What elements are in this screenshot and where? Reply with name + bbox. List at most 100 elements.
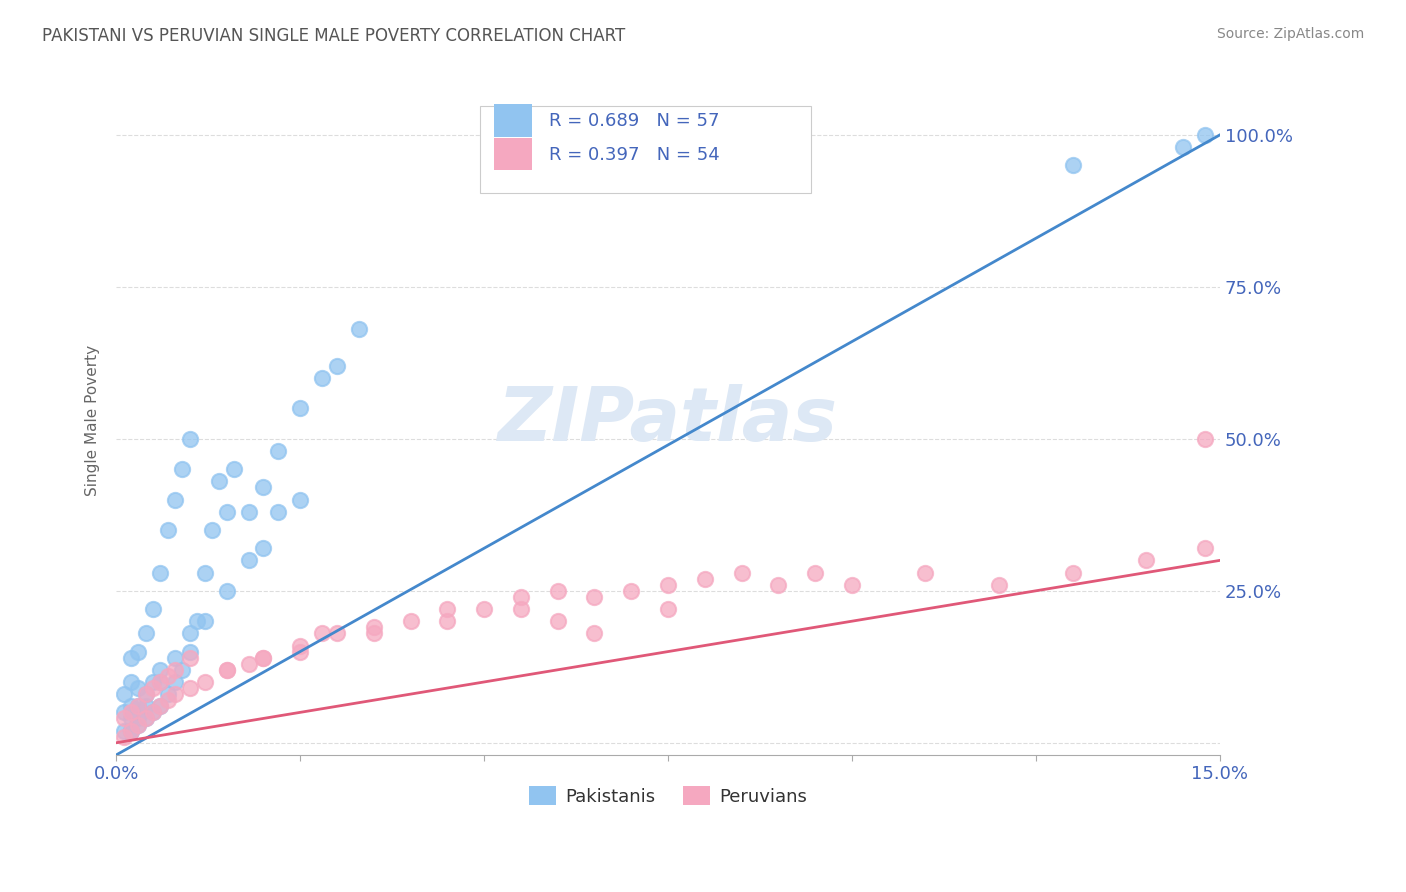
- Point: [127, 699, 149, 714]
- Point: [620, 583, 643, 598]
- Point: [363, 620, 385, 634]
- Point: [149, 675, 172, 690]
- Point: [142, 602, 165, 616]
- Point: [657, 602, 679, 616]
- Point: [120, 723, 142, 738]
- Point: [436, 614, 458, 628]
- Point: [120, 706, 142, 720]
- Point: [311, 371, 333, 385]
- Point: [127, 717, 149, 731]
- Point: [252, 481, 274, 495]
- Point: [252, 541, 274, 556]
- Point: [135, 699, 157, 714]
- Point: [135, 711, 157, 725]
- Point: [1135, 553, 1157, 567]
- Point: [311, 626, 333, 640]
- Legend: Pakistanis, Peruvians: Pakistanis, Peruvians: [522, 779, 814, 813]
- Point: [1194, 128, 1216, 142]
- Point: [547, 583, 569, 598]
- Point: [238, 505, 260, 519]
- Point: [179, 626, 201, 640]
- Point: [165, 687, 187, 701]
- Point: [112, 723, 135, 738]
- Point: [804, 566, 827, 580]
- Point: [988, 578, 1011, 592]
- Point: [156, 669, 179, 683]
- Point: [238, 553, 260, 567]
- Point: [186, 614, 208, 628]
- Point: [347, 322, 370, 336]
- Point: [193, 566, 215, 580]
- Point: [326, 626, 349, 640]
- Point: [142, 706, 165, 720]
- Point: [149, 675, 172, 690]
- Point: [179, 644, 201, 658]
- Text: R = 0.397   N = 54: R = 0.397 N = 54: [548, 145, 720, 163]
- Point: [730, 566, 752, 580]
- Point: [120, 723, 142, 738]
- Point: [156, 523, 179, 537]
- Point: [326, 359, 349, 373]
- Text: Source: ZipAtlas.com: Source: ZipAtlas.com: [1216, 27, 1364, 41]
- Point: [112, 711, 135, 725]
- Point: [201, 523, 224, 537]
- Point: [127, 699, 149, 714]
- Point: [127, 644, 149, 658]
- Point: [127, 681, 149, 695]
- Point: [1062, 158, 1084, 172]
- Point: [127, 717, 149, 731]
- Point: [768, 578, 790, 592]
- Point: [288, 639, 311, 653]
- Point: [215, 583, 238, 598]
- Point: [583, 590, 606, 604]
- Point: [267, 444, 290, 458]
- FancyBboxPatch shape: [481, 106, 811, 194]
- Point: [238, 657, 260, 671]
- Y-axis label: Single Male Poverty: Single Male Poverty: [86, 345, 100, 496]
- Point: [179, 432, 201, 446]
- Point: [120, 723, 142, 738]
- Point: [179, 681, 201, 695]
- Point: [509, 590, 531, 604]
- Point: [156, 693, 179, 707]
- Point: [193, 675, 215, 690]
- Point: [165, 650, 187, 665]
- Point: [1062, 566, 1084, 580]
- Point: [436, 602, 458, 616]
- Point: [509, 602, 531, 616]
- Point: [149, 663, 172, 677]
- Bar: [494, 138, 533, 170]
- Point: [165, 492, 187, 507]
- Point: [215, 663, 238, 677]
- Point: [252, 650, 274, 665]
- Point: [142, 681, 165, 695]
- Point: [149, 699, 172, 714]
- Point: [841, 578, 863, 592]
- Point: [165, 663, 187, 677]
- Point: [288, 644, 311, 658]
- Point: [215, 663, 238, 677]
- Point: [222, 462, 245, 476]
- Point: [288, 401, 311, 416]
- Point: [120, 675, 142, 690]
- Point: [472, 602, 495, 616]
- Point: [127, 711, 149, 725]
- Point: [208, 475, 231, 489]
- Point: [583, 626, 606, 640]
- Point: [120, 699, 142, 714]
- Point: [172, 462, 194, 476]
- Point: [193, 614, 215, 628]
- Point: [657, 578, 679, 592]
- Point: [149, 699, 172, 714]
- Point: [172, 663, 194, 677]
- Point: [112, 706, 135, 720]
- Point: [914, 566, 936, 580]
- Point: [142, 706, 165, 720]
- Point: [135, 711, 157, 725]
- Text: PAKISTANI VS PERUVIAN SINGLE MALE POVERTY CORRELATION CHART: PAKISTANI VS PERUVIAN SINGLE MALE POVERT…: [42, 27, 626, 45]
- Point: [399, 614, 422, 628]
- Point: [135, 626, 157, 640]
- Point: [112, 730, 135, 744]
- Text: R = 0.689   N = 57: R = 0.689 N = 57: [548, 112, 720, 130]
- Point: [135, 687, 157, 701]
